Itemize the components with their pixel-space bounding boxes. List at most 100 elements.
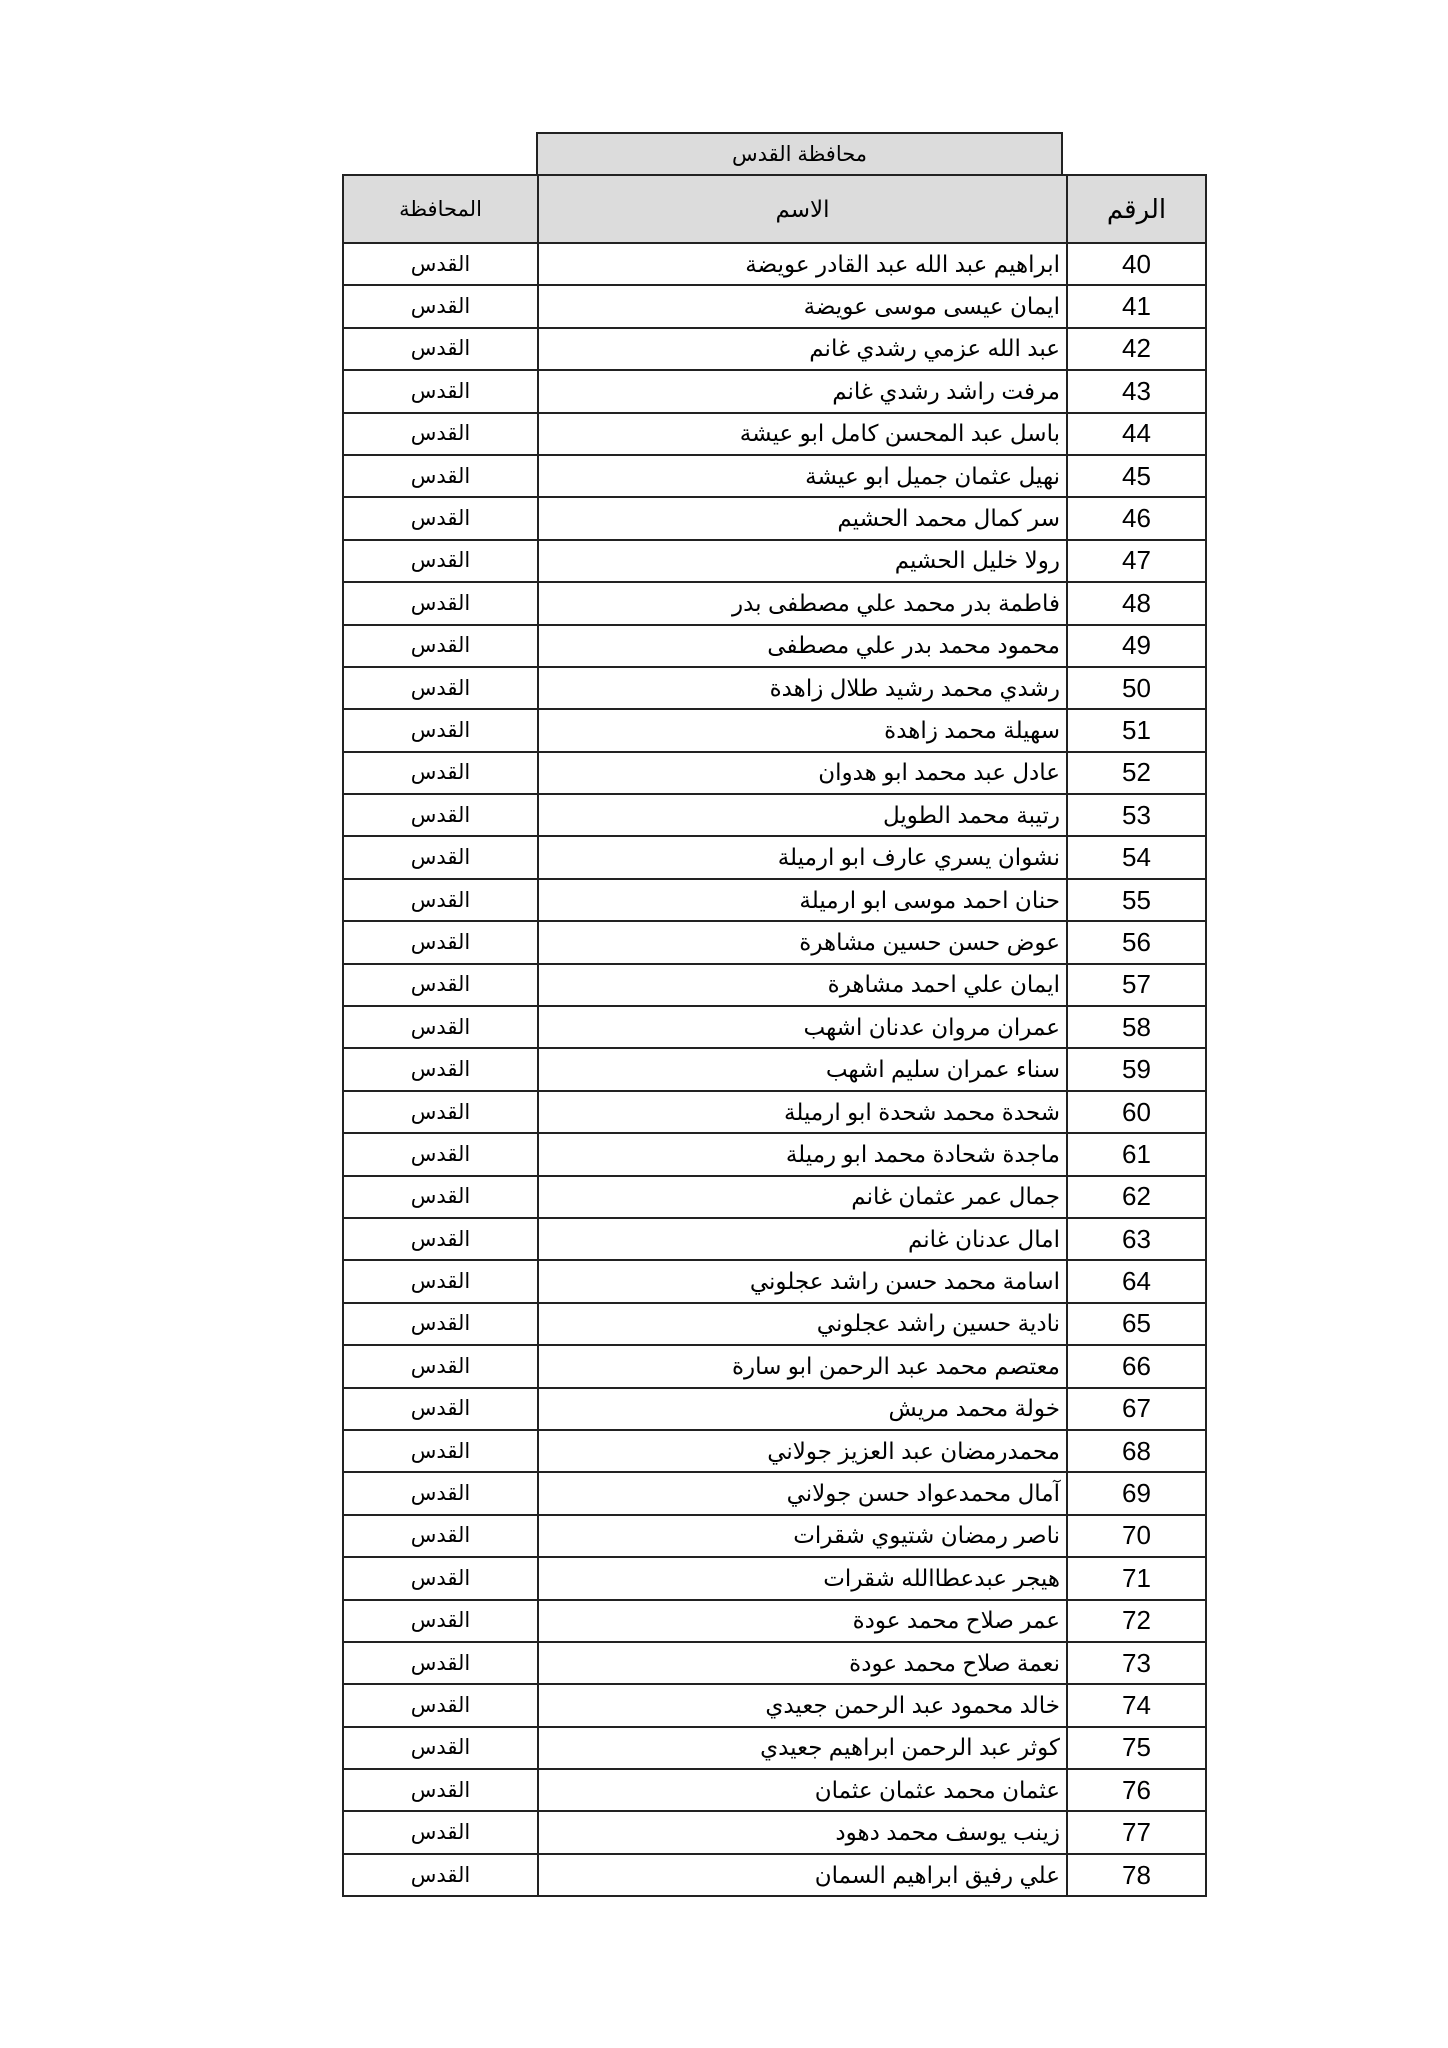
table-row: 67 خولة محمد مريش القدس bbox=[342, 1386, 1207, 1431]
row-number: 69 bbox=[1066, 1471, 1207, 1516]
table-row: 49 محمود محمد بدر علي مصطفى القدس bbox=[342, 623, 1207, 668]
row-governorate: القدس bbox=[342, 1810, 539, 1855]
names-table: الرقم الاسم المحافظة 40 ابراهيم عبد الله … bbox=[342, 174, 1207, 1898]
row-name: رتيبة محمد الطويل bbox=[537, 793, 1068, 838]
row-governorate: القدس bbox=[342, 1725, 539, 1771]
row-governorate: القدس bbox=[342, 538, 539, 584]
row-name: ابراهيم عبد الله عبد القادر عويضة bbox=[537, 241, 1068, 287]
row-name: معتصم محمد عبد الرحمن ابو سارة bbox=[537, 1344, 1068, 1389]
table-row: 44 باسل عبد المحسن كامل ابو عيشة القدس bbox=[342, 411, 1207, 456]
row-governorate: القدس bbox=[342, 411, 539, 456]
row-number: 65 bbox=[1066, 1301, 1207, 1347]
row-governorate: القدس bbox=[342, 920, 539, 965]
row-governorate: القدس bbox=[342, 623, 539, 668]
row-name: خالد محمود عبد الرحمن جعيدي bbox=[537, 1683, 1068, 1728]
row-governorate: القدس bbox=[342, 1132, 539, 1177]
table-row: 52 عادل عبد محمد ابو هدوان القدس bbox=[342, 750, 1207, 796]
row-governorate: القدس bbox=[342, 1301, 539, 1347]
row-name: نادية حسين راشد عجلوني bbox=[537, 1301, 1068, 1347]
row-name: علي رفيق ابراهيم السمان bbox=[537, 1852, 1068, 1898]
table-row: 41 ايمان عيسى موسى عويضة القدس bbox=[342, 284, 1207, 329]
row-name: محمدرمضان عبد العزيز جولاني bbox=[537, 1428, 1068, 1474]
row-number: 62 bbox=[1066, 1174, 1207, 1219]
row-governorate: القدس bbox=[342, 793, 539, 838]
row-number: 43 bbox=[1066, 369, 1207, 414]
row-number: 72 bbox=[1066, 1598, 1207, 1643]
row-number: 67 bbox=[1066, 1386, 1207, 1431]
table-row: 59 سناء عمران سليم اشهب القدس bbox=[342, 1047, 1207, 1092]
row-name: ناصر رمضان شتيوي شقرات bbox=[537, 1513, 1068, 1559]
row-number: 44 bbox=[1066, 411, 1207, 456]
row-governorate: القدس bbox=[342, 241, 539, 287]
row-number: 42 bbox=[1066, 326, 1207, 372]
table-row: 63 امال عدنان غانم القدس bbox=[342, 1216, 1207, 1262]
row-governorate: القدس bbox=[342, 1047, 539, 1092]
table-row: 77 زينب يوسف محمد دهود القدس bbox=[342, 1810, 1207, 1855]
row-governorate: القدس bbox=[342, 1640, 539, 1686]
row-name: جمال عمر عثمان غانم bbox=[537, 1174, 1068, 1219]
row-governorate: القدس bbox=[342, 1768, 539, 1813]
row-number: 55 bbox=[1066, 877, 1207, 923]
row-name: هيجر عبدعطاالله شقرات bbox=[537, 1556, 1068, 1601]
table-row: 55 حنان احمد موسى ابو ارميلة القدس bbox=[342, 877, 1207, 923]
row-name: سر كمال محمد الحشيم bbox=[537, 496, 1068, 541]
row-governorate: القدس bbox=[342, 326, 539, 372]
row-name: عوض حسن حسين مشاهرة bbox=[537, 920, 1068, 965]
row-governorate: القدس bbox=[342, 1556, 539, 1601]
table-row: 68 محمدرمضان عبد العزيز جولاني القدس bbox=[342, 1428, 1207, 1474]
row-governorate: القدس bbox=[342, 581, 539, 626]
table-row: 43 مرفت راشد رشدي غانم القدس bbox=[342, 369, 1207, 414]
row-name: عادل عبد محمد ابو هدوان bbox=[537, 750, 1068, 796]
row-name: مرفت راشد رشدي غانم bbox=[537, 369, 1068, 414]
row-number: 61 bbox=[1066, 1132, 1207, 1177]
row-governorate: القدس bbox=[342, 1174, 539, 1219]
row-number: 54 bbox=[1066, 835, 1207, 880]
row-name: حنان احمد موسى ابو ارميلة bbox=[537, 877, 1068, 923]
table-row: 74 خالد محمود عبد الرحمن جعيدي القدس bbox=[342, 1683, 1207, 1728]
row-number: 53 bbox=[1066, 793, 1207, 838]
table-row: 62 جمال عمر عثمان غانم القدس bbox=[342, 1174, 1207, 1219]
row-name: عمران مروان عدنان اشهب bbox=[537, 1005, 1068, 1050]
row-name: رولا خليل الحشيم bbox=[537, 538, 1068, 584]
table-row: 45 نهيل عثمان جميل ابو عيشة القدس bbox=[342, 453, 1207, 499]
row-governorate: القدس bbox=[342, 665, 539, 711]
row-name: نهيل عثمان جميل ابو عيشة bbox=[537, 453, 1068, 499]
row-governorate: القدس bbox=[342, 496, 539, 541]
row-number: 78 bbox=[1066, 1852, 1207, 1898]
row-name: عثمان محمد عثمان عثمان bbox=[537, 1768, 1068, 1813]
header-governorate: المحافظة bbox=[342, 174, 539, 244]
table-row: 60 شحدة محمد شحدة ابو ارميلة القدس bbox=[342, 1089, 1207, 1135]
row-number: 77 bbox=[1066, 1810, 1207, 1855]
row-governorate: القدس bbox=[342, 1513, 539, 1559]
table-row: 61 ماجدة شحادة محمد ابو رميلة القدس bbox=[342, 1132, 1207, 1177]
table-row: 76 عثمان محمد عثمان عثمان القدس bbox=[342, 1768, 1207, 1813]
row-number: 74 bbox=[1066, 1683, 1207, 1728]
row-governorate: القدس bbox=[342, 877, 539, 923]
row-number: 48 bbox=[1066, 581, 1207, 626]
row-number: 41 bbox=[1066, 284, 1207, 329]
row-governorate: القدس bbox=[342, 835, 539, 880]
table-row: 72 عمر صلاح محمد عودة القدس bbox=[342, 1598, 1207, 1643]
table-row: 57 ايمان علي احمد مشاهرة القدس bbox=[342, 962, 1207, 1008]
row-name: خولة محمد مريش bbox=[537, 1386, 1068, 1431]
table-row: 78 علي رفيق ابراهيم السمان القدس bbox=[342, 1852, 1207, 1898]
row-number: 70 bbox=[1066, 1513, 1207, 1559]
row-number: 46 bbox=[1066, 496, 1207, 541]
row-name: ايمان عيسى موسى عويضة bbox=[537, 284, 1068, 329]
row-governorate: القدس bbox=[342, 1005, 539, 1050]
row-governorate: القدس bbox=[342, 1471, 539, 1516]
row-number: 64 bbox=[1066, 1259, 1207, 1304]
row-governorate: القدس bbox=[342, 284, 539, 329]
row-name: شحدة محمد شحدة ابو ارميلة bbox=[537, 1089, 1068, 1135]
table-row: 66 معتصم محمد عبد الرحمن ابو سارة القدس bbox=[342, 1344, 1207, 1389]
row-name: آمال محمدعواد حسن جولاني bbox=[537, 1471, 1068, 1516]
row-governorate: القدس bbox=[342, 708, 539, 753]
header-row: الرقم الاسم المحافظة bbox=[342, 174, 1207, 244]
row-number: 58 bbox=[1066, 1005, 1207, 1050]
row-governorate: القدس bbox=[342, 1598, 539, 1643]
row-number: 71 bbox=[1066, 1556, 1207, 1601]
header-name: الاسم bbox=[537, 174, 1068, 244]
row-governorate: القدس bbox=[342, 1344, 539, 1389]
row-name: باسل عبد المحسن كامل ابو عيشة bbox=[537, 411, 1068, 456]
table-title: محافظة القدس bbox=[536, 132, 1063, 174]
